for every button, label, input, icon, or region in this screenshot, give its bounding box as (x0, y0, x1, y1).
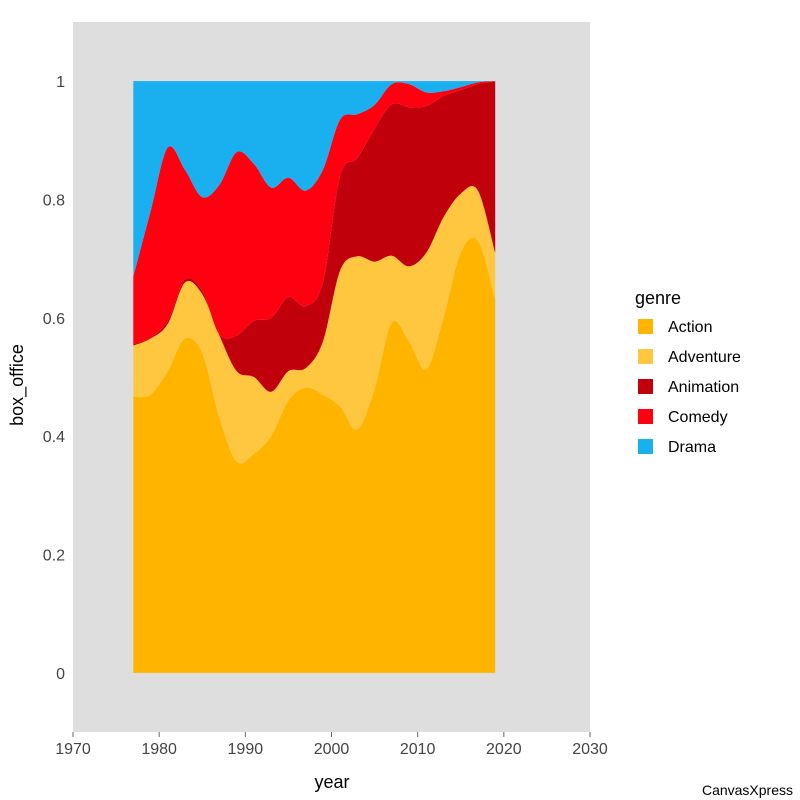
area-adventure (133, 186, 496, 464)
legend-item-drama[interactable]: Drama (638, 439, 716, 456)
x-tick-label: 2000 (314, 741, 350, 758)
y-tick-label: 0.6 (43, 311, 65, 328)
legend-swatch (638, 349, 653, 364)
y-tick-label: 0.4 (43, 429, 65, 446)
x-tick-label: 2020 (486, 741, 522, 758)
y-tick-label: 0.8 (43, 193, 65, 210)
area-animation (133, 81, 496, 392)
x-axis-title: year (314, 772, 349, 792)
legend-label: Action (668, 319, 712, 336)
y-axis-ticks: 0 0.2 0.4 0.6 0.8 1 (43, 74, 65, 683)
area-drama (133, 81, 496, 277)
y-tick-label: 0 (56, 666, 65, 683)
y-tick-label: 0.2 (43, 548, 65, 565)
legend-item-action[interactable]: Action (638, 319, 712, 336)
legend-swatch (638, 409, 653, 424)
legend-label: Animation (668, 379, 739, 396)
legend: Action Adventure Animation Comedy Drama (638, 319, 741, 456)
area-action (133, 237, 496, 673)
x-tick-label: 1970 (55, 741, 91, 758)
canvasxpress-credit: CanvasXpress (702, 782, 793, 798)
legend-swatch (638, 319, 653, 334)
legend-label: Adventure (668, 349, 741, 366)
legend-item-adventure[interactable]: Adventure (638, 349, 741, 366)
legend-item-comedy[interactable]: Comedy (638, 409, 728, 426)
y-tick-label: 1 (56, 74, 65, 91)
legend-label: Drama (668, 439, 716, 456)
area-comedy (133, 81, 496, 345)
x-tick-label: 2030 (572, 741, 608, 758)
y-axis-title: box_office (7, 344, 28, 426)
legend-item-animation[interactable]: Animation (638, 379, 739, 396)
legend-swatch (638, 439, 653, 454)
x-tick-label: 1980 (141, 741, 177, 758)
legend-title: genre (635, 288, 681, 308)
x-tick-label: 2010 (400, 741, 436, 758)
legend-swatch (638, 379, 653, 394)
legend-label: Comedy (668, 409, 728, 426)
x-axis-ticks: 1970 1980 1990 2000 2010 2020 2030 (55, 732, 608, 758)
x-tick-label: 1990 (228, 741, 264, 758)
areas (133, 81, 496, 673)
